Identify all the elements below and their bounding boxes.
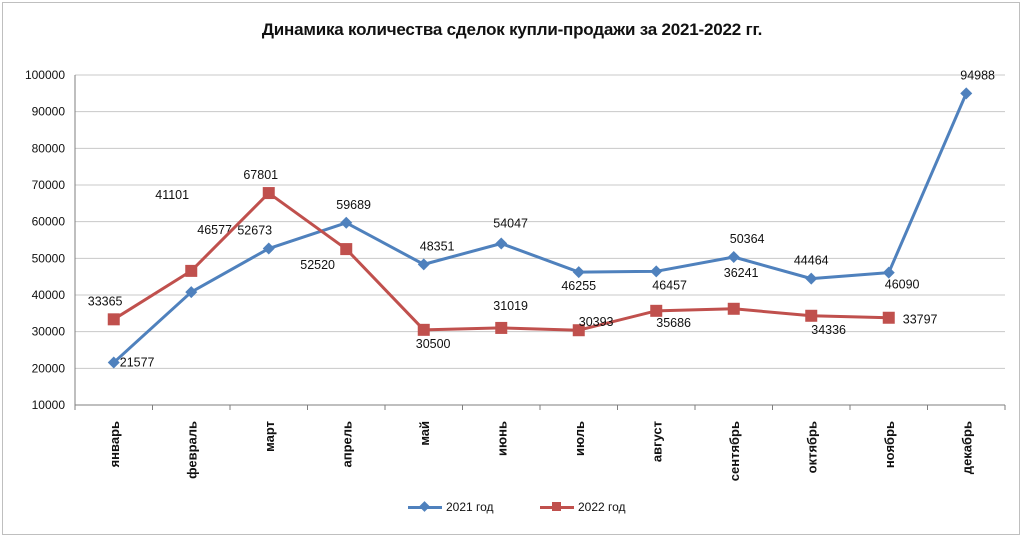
data-point (340, 216, 353, 229)
x-tick-label: сентябрь (727, 421, 742, 481)
data-point (262, 187, 275, 200)
data-label: 52673 (237, 224, 272, 238)
data-point (495, 321, 508, 334)
legend-item-2021: 2021 год (408, 500, 494, 514)
data-label: 36241 (724, 266, 759, 280)
y-tick-label: 50000 (32, 251, 66, 265)
data-label: 94988 (960, 68, 995, 82)
legend-swatch-2022 (540, 500, 574, 514)
data-label: 33365 (88, 294, 123, 308)
data-label: 41101 (155, 188, 189, 202)
y-tick-label: 20000 (32, 361, 66, 375)
x-tick-label: июнь (494, 421, 509, 456)
data-point (572, 266, 585, 279)
data-point (882, 311, 895, 324)
legend: 2021 год 2022 год (0, 500, 1024, 518)
data-label: 44464 (794, 254, 829, 268)
data-point (107, 356, 120, 369)
data-label: 35686 (656, 316, 691, 330)
legend-item-2022: 2022 год (540, 500, 626, 514)
x-tick-label: май (417, 421, 432, 446)
x-tick-label: август (649, 421, 664, 462)
x-tick-label: ноябрь (882, 421, 897, 468)
data-label: 46090 (885, 278, 920, 292)
data-point (107, 313, 120, 326)
data-point (340, 243, 353, 256)
legend-label-2022: 2022 год (578, 500, 626, 514)
data-label: 50364 (730, 232, 765, 246)
x-tick-label: январь (107, 421, 122, 467)
data-point (727, 302, 740, 315)
x-tick-label: октябрь (804, 421, 819, 473)
data-point (262, 242, 275, 255)
y-tick-label: 10000 (32, 398, 66, 412)
data-point (882, 266, 895, 279)
data-point (417, 258, 430, 271)
data-label: 46457 (652, 278, 687, 292)
data-point (417, 323, 430, 336)
data-label: 30500 (416, 337, 451, 351)
y-tick-label: 80000 (32, 141, 66, 155)
x-tick-label: июль (572, 421, 587, 456)
data-label: 48351 (420, 239, 455, 253)
y-tick-label: 60000 (32, 215, 66, 229)
data-label: 67801 (243, 168, 278, 182)
series-line-0 (112, 92, 968, 364)
y-tick-label: 40000 (32, 288, 66, 302)
data-point (650, 304, 663, 317)
y-tick-label: 70000 (32, 178, 66, 192)
data-label: 46255 (561, 279, 596, 293)
data-label: 31019 (493, 299, 528, 313)
data-point (650, 265, 663, 278)
chart-title: Динамика количества сделок купли-продажи… (261, 20, 763, 39)
legend-swatch-2021 (408, 500, 442, 514)
data-label: 52520 (300, 258, 335, 272)
data-point (960, 87, 973, 100)
data-point (185, 286, 198, 299)
data-label: 59689 (336, 198, 371, 212)
data-point (727, 250, 740, 263)
data-label: 54047 (493, 216, 528, 230)
y-tick-label: 90000 (32, 105, 66, 119)
data-point (805, 309, 818, 322)
data-point (185, 264, 198, 277)
y-tick-label: 100000 (25, 68, 65, 82)
x-tick-label: декабрь (959, 421, 974, 474)
data-point (495, 237, 508, 250)
x-tick-label: апрель (339, 421, 354, 468)
data-point (572, 324, 585, 337)
data-label: 46577 (197, 223, 232, 237)
data-label: 33797 (903, 313, 938, 327)
data-label: 30393 (579, 315, 614, 329)
x-tick-label: февраль (184, 421, 199, 479)
x-tick-label: март (262, 421, 277, 452)
data-label: 21577 (120, 356, 155, 370)
data-label: 34336 (811, 323, 846, 337)
y-tick-label: 30000 (32, 325, 66, 339)
legend-label-2021: 2021 год (446, 500, 494, 514)
data-point (805, 272, 818, 285)
